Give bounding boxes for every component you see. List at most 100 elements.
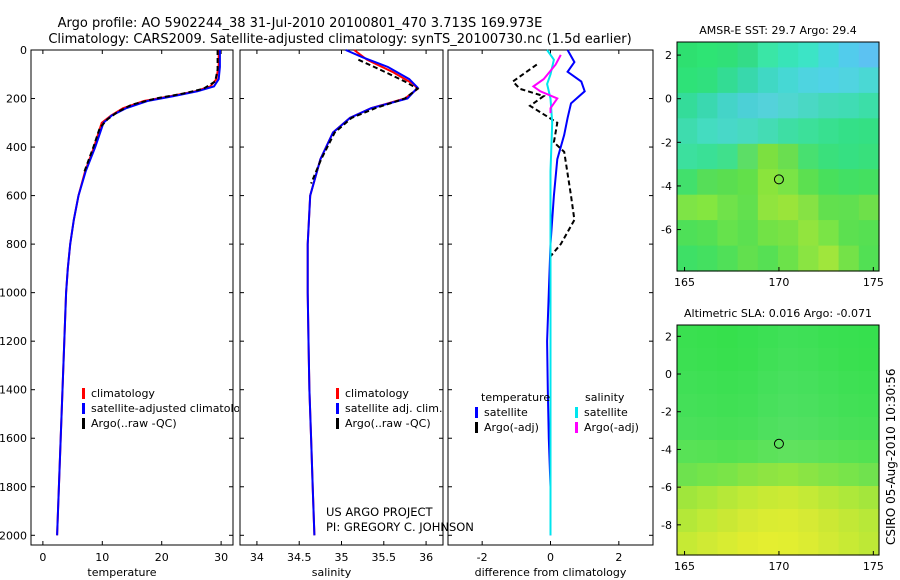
sla_map-ytick-label: 2 [665, 330, 672, 343]
sst_map-cell [838, 92, 860, 119]
salinity-legend-swatch [336, 388, 339, 399]
sst_map-cell [717, 220, 739, 247]
salinity-legend-swatch [336, 403, 339, 414]
difference-series-temperature-satellite [546, 49, 586, 536]
sst_map-cell [778, 220, 799, 247]
sla_map-cell [858, 325, 880, 349]
sla_map-cell [798, 417, 819, 441]
sla_map-cell [858, 509, 880, 533]
sst_map-cell [798, 169, 819, 196]
temperature-ytick-label: 0 [20, 44, 27, 57]
sst_map-cell [818, 245, 840, 272]
sst_map-cell [858, 220, 880, 247]
sla_map-cell [818, 463, 840, 487]
difference-xlabel: difference from climatology [475, 566, 627, 579]
sla_map-cell [677, 532, 698, 556]
sst_map-cell [717, 194, 739, 221]
sla_map-cell [717, 348, 739, 372]
temperature-ytick-label: 1000 [0, 287, 27, 300]
sst_map-cell [818, 194, 840, 221]
salinity-legend-label: Argo(..raw -QC) [345, 417, 431, 430]
sst_map-ytick-label: -2 [661, 136, 672, 149]
sla_map-cell [697, 394, 718, 418]
sla_map-xtick-label: 165 [674, 560, 695, 573]
sst_map-cell [677, 245, 698, 272]
sla_map-cell [798, 509, 819, 533]
sst_map-cell [757, 245, 779, 272]
sla_map-cell [818, 440, 840, 464]
sla_map-ytick-label: -8 [661, 519, 672, 532]
sst_map-cell [858, 118, 880, 145]
sst_map-cell [677, 143, 698, 170]
sla_map-cell [757, 486, 779, 510]
temperature-legend-swatch [82, 403, 85, 414]
sst_map-cell [838, 245, 860, 272]
sla_map-cell [697, 348, 718, 372]
sla_map-cell [697, 463, 718, 487]
sla_map-cell [818, 325, 840, 349]
sst_map-cell [798, 194, 819, 221]
sla_map-cell [778, 463, 799, 487]
sla_map-cell [717, 463, 739, 487]
difference-xtick-label: 2 [615, 551, 622, 564]
temperature-xtick-label: 30 [214, 551, 228, 564]
sst_map-cell [697, 220, 718, 247]
sst_map-cell [858, 143, 880, 170]
sst-map-plot: AMSR-E SST: 29.7 Argo: 29.4 165 170 175 2 0 -2… [661, 24, 884, 289]
sst_map-cell [778, 67, 799, 94]
temperature-xtick-label: 10 [95, 551, 109, 564]
figure-subtitle: Climatology: CARS2009. Satellite-adjuste… [48, 32, 631, 47]
sla_map-cell [858, 394, 880, 418]
sla_map-cell [717, 440, 739, 464]
difference-legend-head: salinity [585, 391, 625, 404]
sst_map-cell [778, 245, 799, 272]
salinity-xtick-label: 36 [419, 551, 433, 564]
sst_map-cell [677, 194, 698, 221]
salinity-xlabel: salinity [312, 566, 352, 579]
sla_map-cell [778, 440, 799, 464]
sla_map-cell [737, 348, 759, 372]
sla_map-cell [737, 371, 759, 395]
sst_map-xtick-label: 165 [674, 276, 695, 289]
difference-series-salinity-satellite [546, 49, 555, 536]
sst_map-cell [838, 42, 860, 68]
difference-xtick-label: -2 [477, 551, 488, 564]
sla_map-cell [818, 417, 840, 441]
date-stamp: CSIRO 05-Aug-2010 10:30:56 [884, 369, 898, 545]
sst_map-cell [818, 143, 840, 170]
sla_map-cell [838, 440, 860, 464]
sst_map-cell [818, 118, 840, 145]
salinity-series-satellite-adj-clim- [306, 49, 419, 536]
sla_map-cell [798, 371, 819, 395]
difference-legend-head: temperature [481, 391, 550, 404]
sst_map-cell [757, 92, 779, 119]
sla_map-cell [677, 394, 698, 418]
sst_map-cell [858, 169, 880, 196]
sla_map-cell [757, 348, 779, 372]
sla_map-cell [818, 371, 840, 395]
sst_map-ytick-label: -6 [661, 224, 672, 237]
sst_map-cell [798, 42, 819, 68]
sst_map-frame [676, 41, 880, 272]
sst_map-cell [697, 118, 718, 145]
salinity-frame [239, 49, 444, 546]
sst_map-cell [737, 67, 759, 94]
temperature-profile-plot: 0 10 20 30 0 200 400 600 800 1000 1200 1400 1600 1800… [0, 44, 239, 579]
temperature-ytick-label: 800 [6, 238, 27, 251]
temperature-xlabel: temperature [87, 566, 156, 579]
sla_map-ytick-label: 0 [665, 368, 672, 381]
temperature-legend-swatch [82, 418, 85, 429]
sla_map-cell [737, 463, 759, 487]
sla_map-cell [778, 486, 799, 510]
sst_map-float-marker [773, 174, 784, 185]
sla_map-cell [798, 463, 819, 487]
sst_map-cell [677, 118, 698, 145]
sst_map-cell [778, 143, 799, 170]
temperature-legend: climatology satellite-adjusted climatolog… [82, 387, 239, 430]
sla_map-cell [717, 394, 739, 418]
sla_map-cell [858, 440, 880, 464]
sla_map-cell [697, 532, 718, 556]
sst_map-cell [757, 67, 779, 94]
sla_map-cell [858, 417, 880, 441]
sla_map-float-marker [773, 438, 784, 449]
